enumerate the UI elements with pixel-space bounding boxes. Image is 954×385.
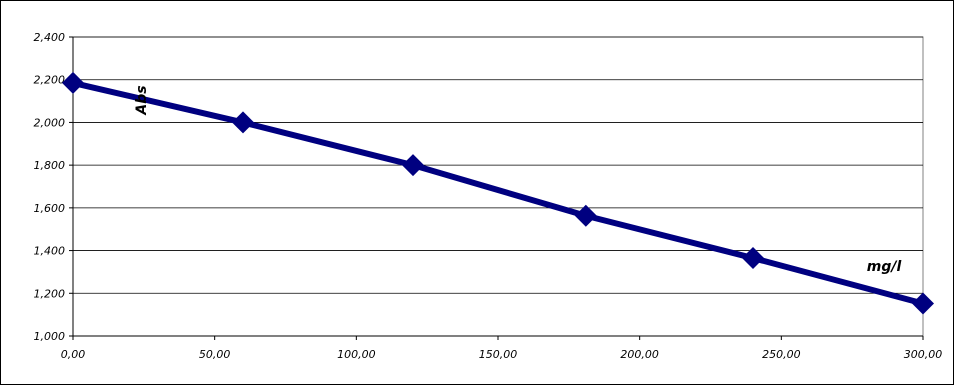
x-tick-label: 250,00: [762, 348, 801, 361]
data-point-marker: [232, 111, 254, 134]
data-point-marker: [574, 204, 597, 227]
y-tick-label: 2,400: [34, 31, 66, 44]
y-tick-label: 1,200: [34, 287, 66, 300]
data-point-marker: [742, 247, 764, 270]
x-tick-label: 200,00: [620, 348, 659, 361]
y-tick-label: 1,800: [34, 159, 66, 172]
gridlines: [73, 36, 923, 294]
x-tick-label: 50,00: [199, 348, 231, 361]
y-tick-label: 2,200: [34, 74, 66, 87]
x-ticks: 0,00 50,00 100,00 150,00 200,00 250,00 300,00: [61, 336, 943, 361]
x-tick-label: 100,00: [337, 348, 376, 361]
x-tick-label: 150,00: [479, 348, 518, 361]
y-tick-label: 1,600: [34, 202, 66, 215]
y-tick-label: 1,000: [34, 330, 66, 343]
data-point-marker: [62, 71, 84, 94]
series-line: [70, 79, 926, 307]
x-tick-label: 300,00: [904, 348, 943, 361]
plot-area: [72, 36, 924, 337]
y-tick-label: 2,000: [34, 116, 66, 129]
data-point-marker: [402, 154, 424, 177]
markers: [62, 71, 934, 315]
y-tick-label: 1,400: [34, 245, 66, 258]
x-tick-label: 0,00: [61, 348, 86, 361]
y-axis-title: Abs: [134, 85, 150, 115]
x-axis-title: mg/l: [867, 259, 902, 275]
y-ticks: 1,000 1,200 1,400 1,600 1,800 2,000 2,200 2,400: [34, 31, 73, 343]
data-point-marker: [912, 292, 934, 315]
